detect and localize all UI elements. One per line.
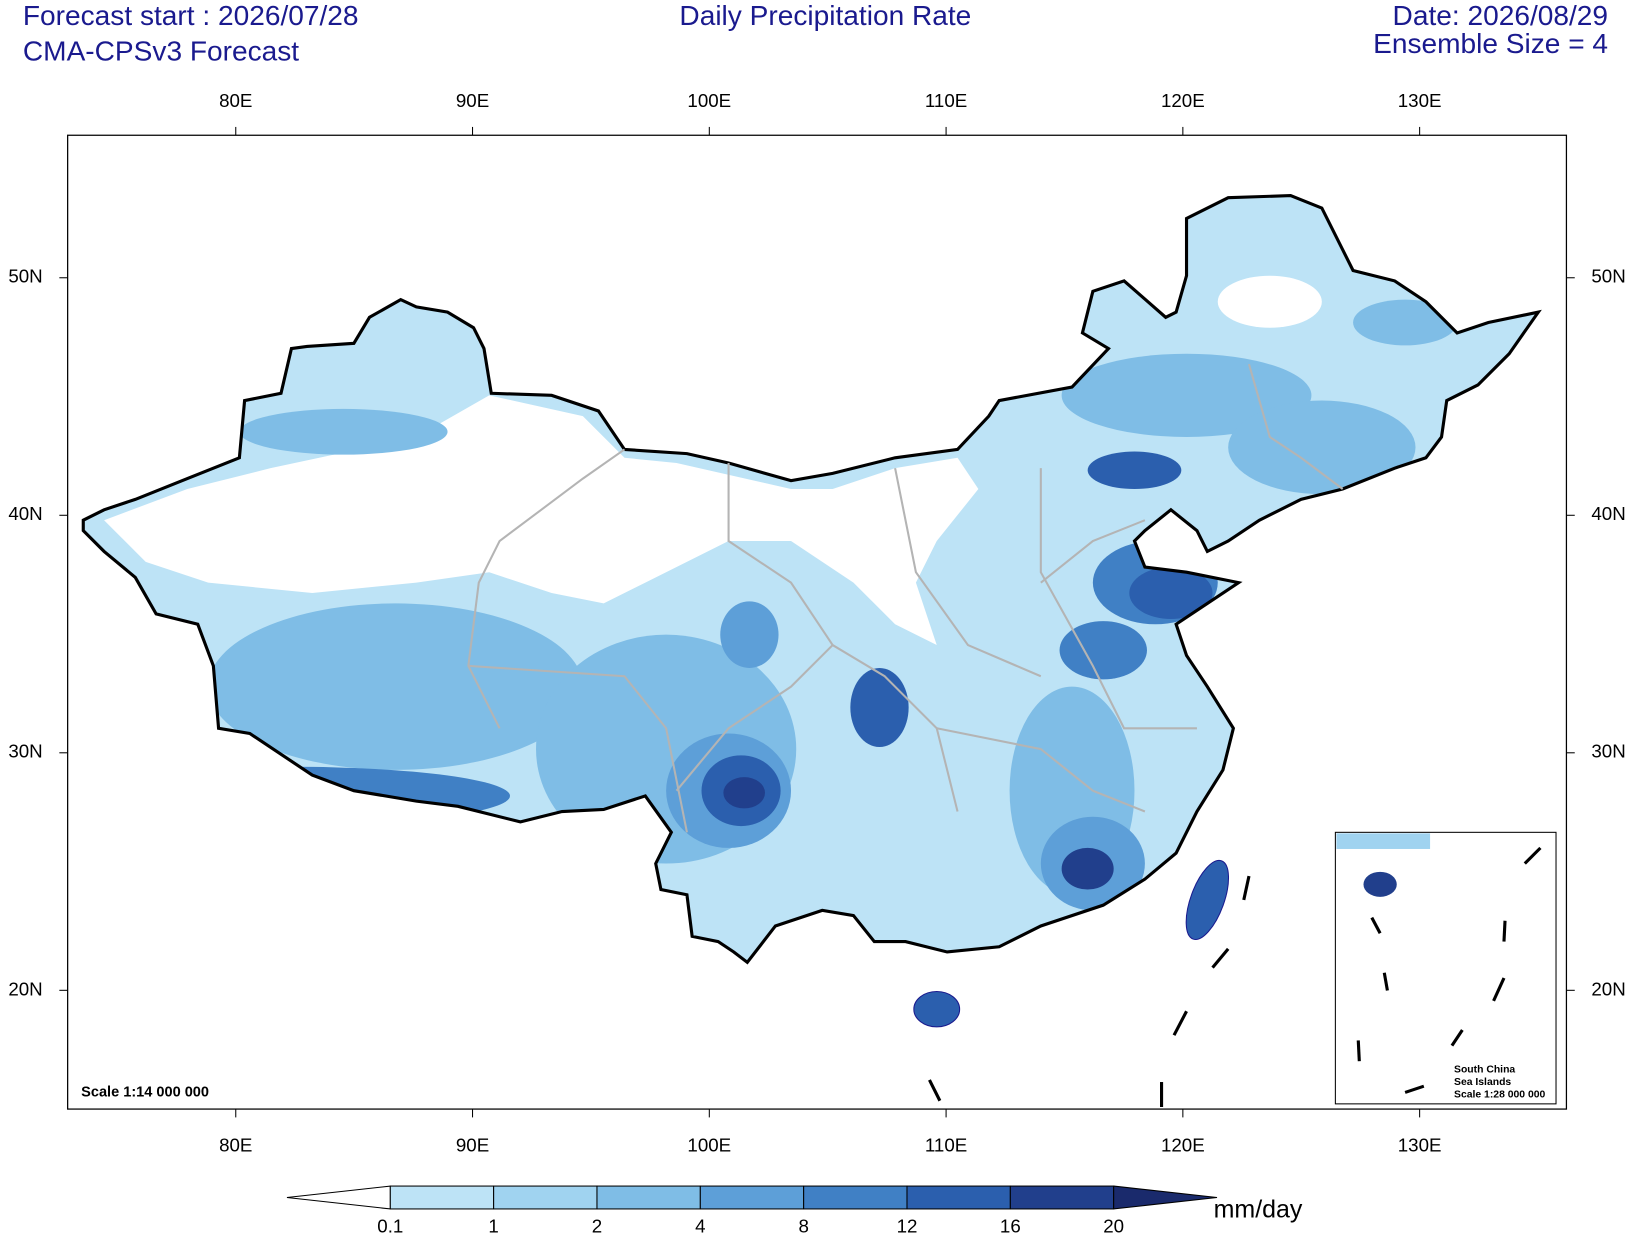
colorbar-label: 2 <box>592 1216 602 1236</box>
colorbar-box <box>699 1185 805 1210</box>
colorbar-label: 4 <box>695 1216 705 1236</box>
x-tick-label: 100E <box>687 90 731 111</box>
colorbar-over <box>1113 1185 1218 1210</box>
title: Daily Precipitation Rate <box>679 0 971 31</box>
map-scale: Scale 1:14 000 000 <box>81 1085 209 1101</box>
y-tick-label: 50N <box>1591 266 1625 287</box>
x-tick-label: 120E <box>1161 1134 1205 1155</box>
inset-label: South China <box>1454 1065 1515 1076</box>
colorbar-label: 8 <box>798 1216 808 1236</box>
colorbar-label: 16 <box>1000 1216 1021 1236</box>
colorbar-label: 12 <box>897 1216 918 1236</box>
nine-dash-line <box>928 875 1251 1107</box>
colorbar-box <box>906 1185 1011 1210</box>
y-tick-label: 50N <box>8 266 42 287</box>
y-tick-label: 40N <box>8 503 42 524</box>
x-tick-label: 110E <box>925 1134 967 1155</box>
x-tick-label: 90E <box>456 1134 489 1155</box>
y-tick-label: 20N <box>8 978 42 999</box>
colorbar-box <box>803 1185 908 1210</box>
colorbar-label: 0.1 <box>377 1216 403 1236</box>
x-tick-label: 110E <box>925 90 967 111</box>
y-tick-label: 30N <box>8 741 42 762</box>
colorbar-label: 20 <box>1103 1216 1124 1236</box>
x-tick-label: 130E <box>1398 90 1442 111</box>
y-tick-label: 40N <box>1591 503 1625 524</box>
x-tick-label: 80E <box>219 90 252 111</box>
hainan <box>913 990 961 1028</box>
colorbar-unit: mm/day <box>1214 1195 1303 1223</box>
inset-label: Scale 1:28 000 000 <box>1454 1090 1546 1101</box>
colorbar-box <box>596 1185 701 1210</box>
x-tick-label: 80E <box>219 1134 252 1155</box>
date: Date: 2026/08/29 <box>1393 0 1608 31</box>
colorbar-under <box>286 1185 391 1210</box>
ensemble-size: Ensemble Size = 4 <box>1373 28 1608 59</box>
x-tick-label: 120E <box>1161 90 1205 111</box>
taiwan <box>1185 859 1230 940</box>
y-tick-label: 20N <box>1591 978 1625 999</box>
colorbar-label: 1 <box>488 1216 498 1236</box>
y-tick-label: 30N <box>1591 741 1625 762</box>
x-tick-label: 90E <box>456 90 489 111</box>
model-name: CMA-CPSv3 Forecast <box>23 35 299 66</box>
colorbar-box <box>389 1185 495 1210</box>
inset-map <box>1334 831 1557 1105</box>
x-tick-label: 100E <box>687 1134 731 1155</box>
colorbar-box <box>1009 1185 1115 1210</box>
inset-label: Sea Islands <box>1454 1077 1511 1088</box>
province-borders <box>467 363 1344 833</box>
forecast-start: Forecast start : 2026/07/28 <box>23 0 359 31</box>
x-tick-label: 130E <box>1398 1134 1442 1155</box>
colorbar-box <box>493 1185 598 1210</box>
